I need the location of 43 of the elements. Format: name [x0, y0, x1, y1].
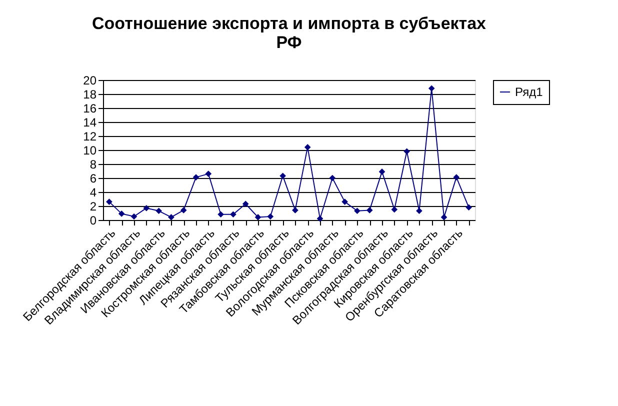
point — [342, 198, 348, 205]
point — [168, 214, 174, 220]
y-tick-label: 18 — [83, 88, 97, 102]
y-tick-label: 10 — [83, 144, 97, 158]
point — [316, 215, 324, 222]
point — [106, 198, 112, 205]
y-tick-label: 0 — [90, 214, 97, 228]
point — [304, 144, 311, 150]
point — [329, 174, 336, 182]
point — [180, 207, 187, 214]
point — [292, 207, 298, 214]
point — [440, 214, 448, 220]
point — [366, 207, 373, 214]
y-tick-label: 4 — [90, 186, 97, 200]
point — [416, 208, 422, 214]
y-tick-label: 6 — [90, 172, 97, 186]
legend-label: Ряд1 — [515, 85, 544, 99]
point — [466, 204, 472, 211]
point — [280, 172, 286, 180]
point — [192, 174, 200, 180]
y-tick-label: 2 — [90, 200, 97, 214]
point — [453, 174, 460, 180]
point — [254, 214, 262, 220]
point — [130, 213, 138, 220]
y-tick-label: 20 — [83, 74, 97, 88]
y-tick-label: 8 — [90, 158, 97, 172]
point — [156, 208, 162, 214]
point — [230, 211, 236, 218]
point — [218, 211, 224, 218]
point — [205, 170, 212, 177]
point — [118, 210, 125, 217]
point — [242, 200, 249, 208]
y-tick-label: 12 — [83, 130, 97, 144]
point — [267, 213, 274, 220]
point — [143, 204, 150, 212]
y-tick-label: 14 — [83, 116, 97, 130]
chart-title: Соотношение экспорта и импорта в субъектах РФ — [92, 14, 487, 52]
point — [378, 168, 386, 175]
point — [428, 85, 435, 92]
point — [354, 208, 360, 214]
y-tick-label: 16 — [83, 102, 97, 116]
point — [404, 148, 410, 155]
point — [391, 206, 398, 213]
